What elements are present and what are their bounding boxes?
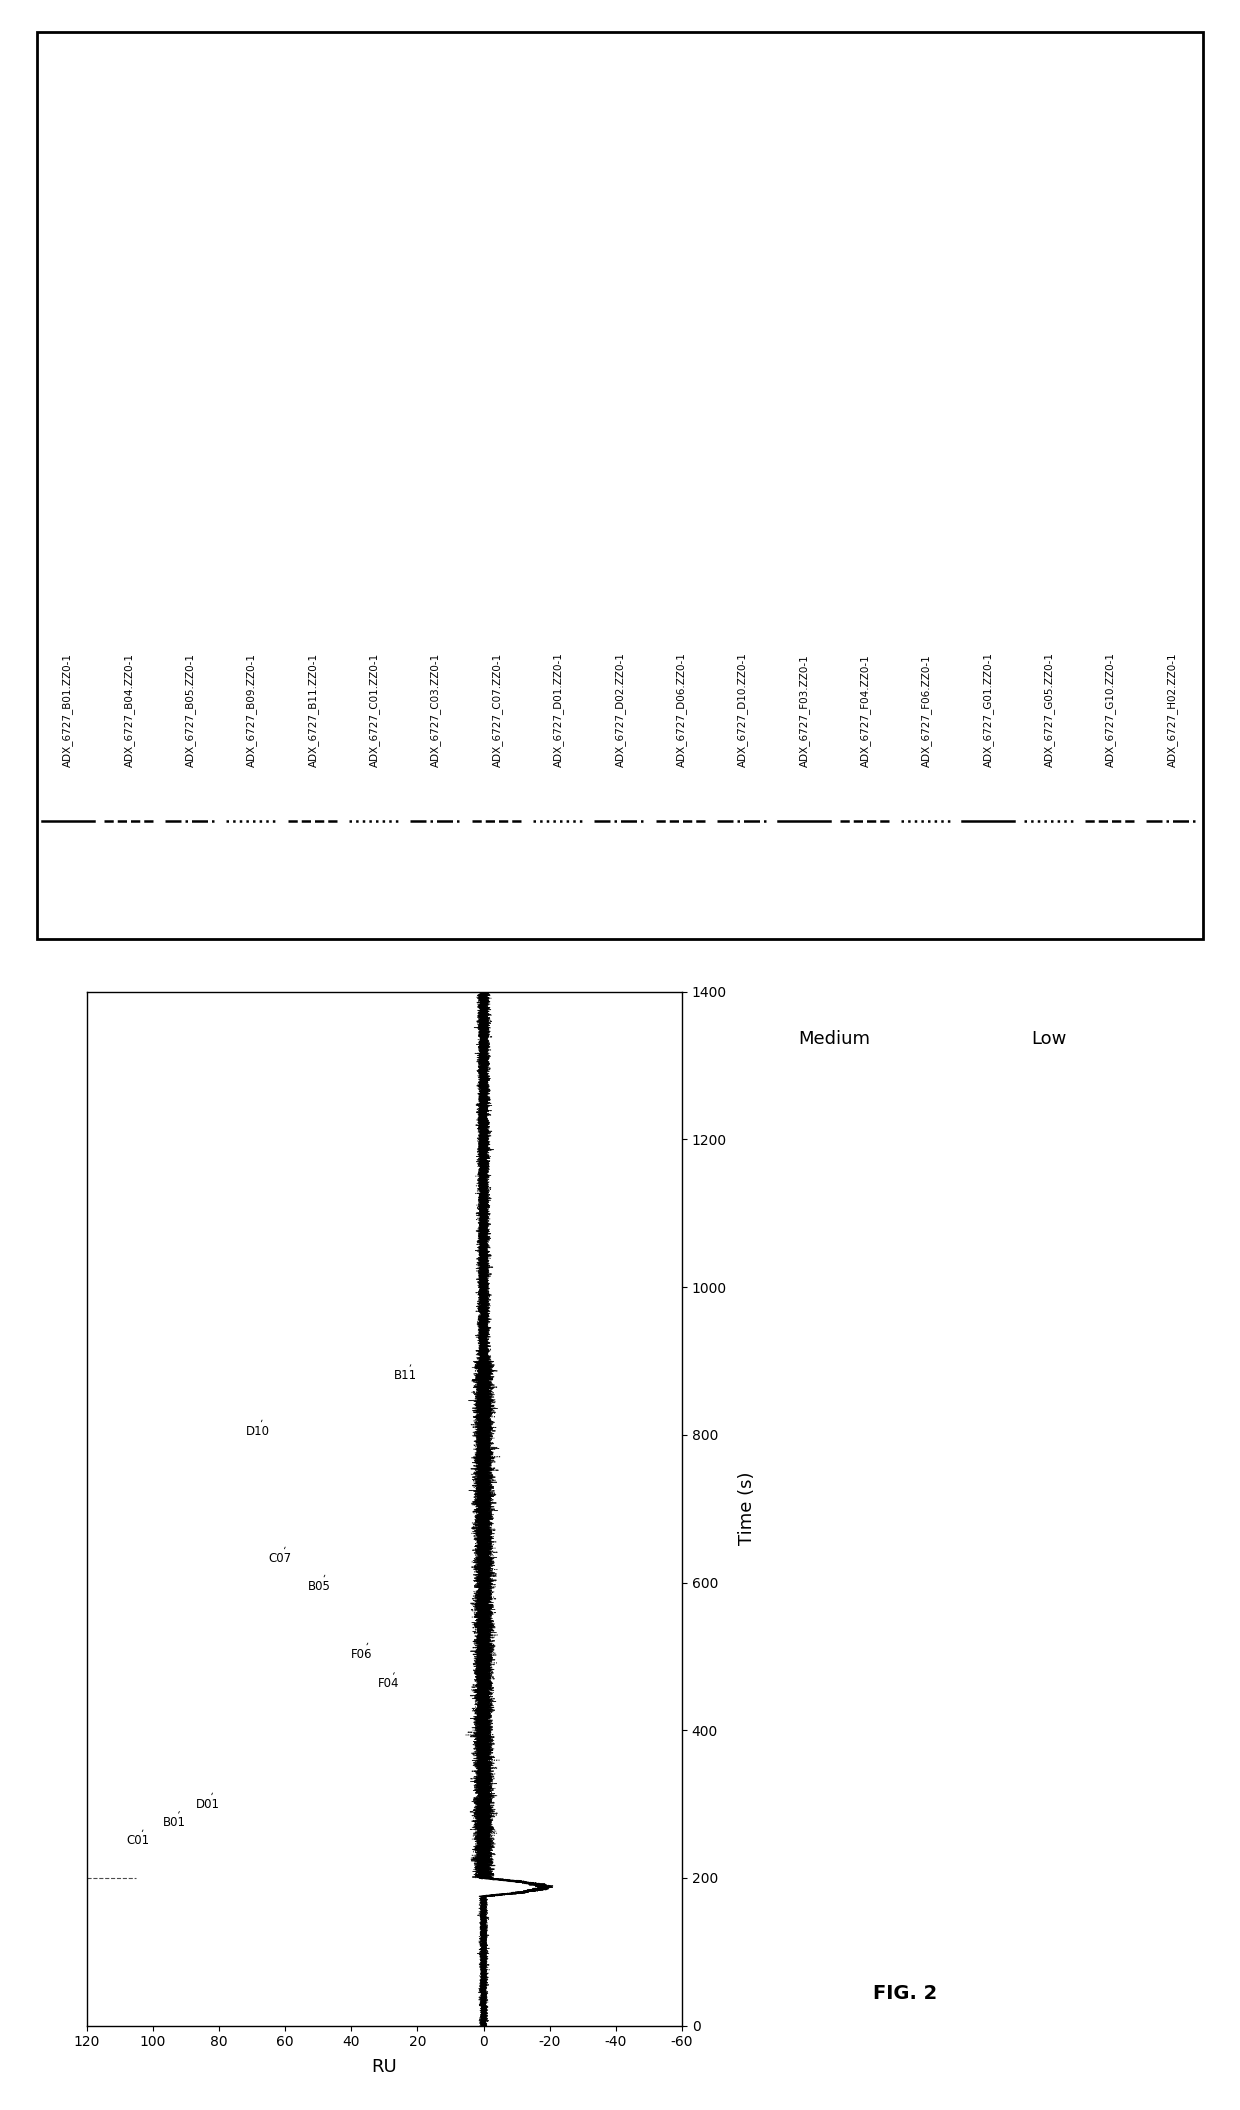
Text: Medium: Medium bbox=[799, 1030, 870, 1049]
Text: ADX_6727_C01.ZZ0-1: ADX_6727_C01.ZZ0-1 bbox=[370, 652, 381, 766]
Text: FIG. 2: FIG. 2 bbox=[873, 1983, 937, 2004]
Text: ADX_6727_B11.ZZ0-1: ADX_6727_B11.ZZ0-1 bbox=[308, 652, 319, 766]
Text: ADX_6727_D01.ZZ0-1: ADX_6727_D01.ZZ0-1 bbox=[553, 652, 564, 766]
Text: Best: Best bbox=[140, 1030, 180, 1049]
Text: ADX_6727_F04.ZZ0-1: ADX_6727_F04.ZZ0-1 bbox=[859, 654, 870, 766]
Text: Low: Low bbox=[1032, 1030, 1068, 1049]
Text: ADX_6727_B04.ZZ0-1: ADX_6727_B04.ZZ0-1 bbox=[124, 652, 135, 766]
Text: ADX_6727_B09.ZZ0-1: ADX_6727_B09.ZZ0-1 bbox=[247, 652, 258, 766]
Text: ADX_6727_B05.ZZ0-1: ADX_6727_B05.ZZ0-1 bbox=[185, 652, 196, 766]
Text: ADX_6727_C03.ZZ0-1: ADX_6727_C03.ZZ0-1 bbox=[430, 652, 441, 766]
Text: ADX_6727_D06.ZZ0-1: ADX_6727_D06.ZZ0-1 bbox=[676, 652, 687, 766]
X-axis label: RU: RU bbox=[372, 2057, 397, 2076]
Text: B11: B11 bbox=[394, 1365, 418, 1382]
Text: ADX_6727_G01.ZZ0-1: ADX_6727_G01.ZZ0-1 bbox=[982, 652, 993, 766]
Text: F06: F06 bbox=[351, 1644, 373, 1661]
Text: D01: D01 bbox=[196, 1794, 219, 1810]
Text: ADX_6727_H02.ZZ0-1: ADX_6727_H02.ZZ0-1 bbox=[1167, 652, 1178, 766]
Text: ADX_6727_G10.ZZ0-1: ADX_6727_G10.ZZ0-1 bbox=[1105, 652, 1116, 766]
Text: ADX_6727_G05.ZZ0-1: ADX_6727_G05.ZZ0-1 bbox=[1044, 652, 1055, 766]
Text: ADX_6727_B01.ZZ0-1: ADX_6727_B01.ZZ0-1 bbox=[62, 652, 73, 766]
Text: C01: C01 bbox=[126, 1829, 150, 1848]
Text: F04: F04 bbox=[378, 1673, 399, 1690]
Text: ADX_6727_F06.ZZ0-1: ADX_6727_F06.ZZ0-1 bbox=[921, 654, 932, 766]
Text: D10: D10 bbox=[246, 1420, 269, 1437]
Text: ADX_6727_D02.ZZ0-1: ADX_6727_D02.ZZ0-1 bbox=[615, 652, 625, 766]
Text: ADX_6727_F03.ZZ0-1: ADX_6727_F03.ZZ0-1 bbox=[799, 654, 810, 766]
Y-axis label: Time (s): Time (s) bbox=[738, 1473, 756, 1545]
Text: ADX_6727_D10.ZZ0-1: ADX_6727_D10.ZZ0-1 bbox=[738, 652, 748, 766]
Text: B01: B01 bbox=[162, 1810, 186, 1829]
Text: B05: B05 bbox=[309, 1574, 331, 1593]
Text: High: High bbox=[507, 1030, 548, 1049]
Text: ADX_6727_C07.ZZ0-1: ADX_6727_C07.ZZ0-1 bbox=[492, 652, 502, 766]
Text: C07: C07 bbox=[269, 1547, 291, 1566]
